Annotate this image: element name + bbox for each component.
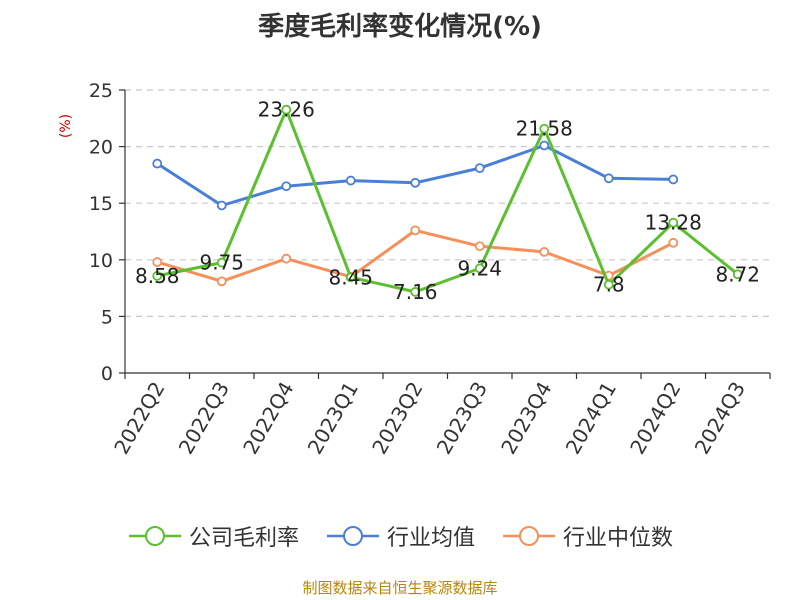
series-point [474,163,485,174]
legend-item[interactable]: 行业均值 [325,520,475,552]
legend-label: 公司毛利率 [188,526,299,551]
series-point [345,175,356,186]
legend-label: 行业中位数 [563,526,674,551]
x-tick-label: 2023Q3 [432,378,492,459]
y-tick-label: 0 [101,363,113,385]
series-point [216,276,227,287]
series-point [539,123,550,134]
y-tick-label: 10 [89,250,113,272]
series-point [345,272,356,283]
series-point [281,181,292,192]
legend-item[interactable]: 公司毛利率 [127,520,299,552]
data-label: 9.24 [457,256,502,280]
series-point [474,241,485,252]
x-tick-label: 2023Q2 [367,378,427,459]
legend-label: 行业均值 [386,526,475,551]
series-group [152,104,743,297]
legend-item[interactable]: 行业中位数 [501,520,673,552]
y-tick-label: 5 [101,306,113,328]
series-point [281,253,292,264]
series-point [539,140,550,151]
x-tick-label: 2024Q2 [625,378,685,459]
data-label: 13.28 [645,211,702,235]
data-labels: 8.58 9.75 23.26 8.45 7.16 9.24 21.58 7.8 13.28 8.… [135,98,760,304]
series-line [156,108,739,294]
x-tick-label: 2024Q3 [690,378,750,459]
data-label: 8.45 [328,265,373,289]
x-tick-label: 2022Q3 [174,378,234,459]
data-label: 7.8 [593,273,625,297]
legend: 公司毛利率 行业均值 行业中位数 [0,520,800,552]
series-point [603,279,614,290]
series-point [410,225,421,236]
line-chart: 0 5 10 15 20 25 2022Q2 2022Q3 2022Q4 2023Q1 2023Q2… [58,80,771,459]
y-tick-label: 20 [89,137,113,159]
series-point [216,257,227,268]
series-point [732,269,743,280]
x-tick-label: 2022Q2 [109,378,169,459]
x-tick-label: 2022Q4 [238,378,298,459]
legend-marker-icon [128,526,181,546]
data-label: 9.75 [199,251,244,275]
legend-marker-icon [503,526,555,546]
y-tick-label: 15 [89,193,113,215]
y-axis-unit: (%) [58,114,74,138]
source-note: 制图数据来自恒生聚源数据库 [302,579,498,597]
series-point [410,177,421,188]
data-label: 8.58 [135,264,180,288]
grid-lines [125,89,770,317]
data-label: 7.16 [393,280,438,304]
series-point [668,174,679,185]
series-point [281,104,292,115]
x-tick-label: 2023Q1 [303,378,363,459]
legend-marker-icon [326,526,379,546]
series-point [410,287,421,297]
series-point [474,263,485,274]
x-tick-label: 2024Q1 [561,378,621,459]
y-tick-label: 25 [89,80,113,102]
data-label: 21.58 [516,117,573,141]
data-label: 8.72 [715,262,760,286]
chart-title: 季度毛利率变化情况(%) [258,12,542,42]
series-point [216,200,227,211]
series-point [668,237,679,248]
data-label: 23.26 [258,98,315,122]
series-line [156,144,674,207]
series-point [152,270,163,281]
series-point [668,217,679,228]
series-point [152,158,163,169]
series-point [603,173,614,184]
series-point [539,246,550,257]
series-point [152,257,163,267]
x-tick-label: 2023Q4 [496,378,556,459]
